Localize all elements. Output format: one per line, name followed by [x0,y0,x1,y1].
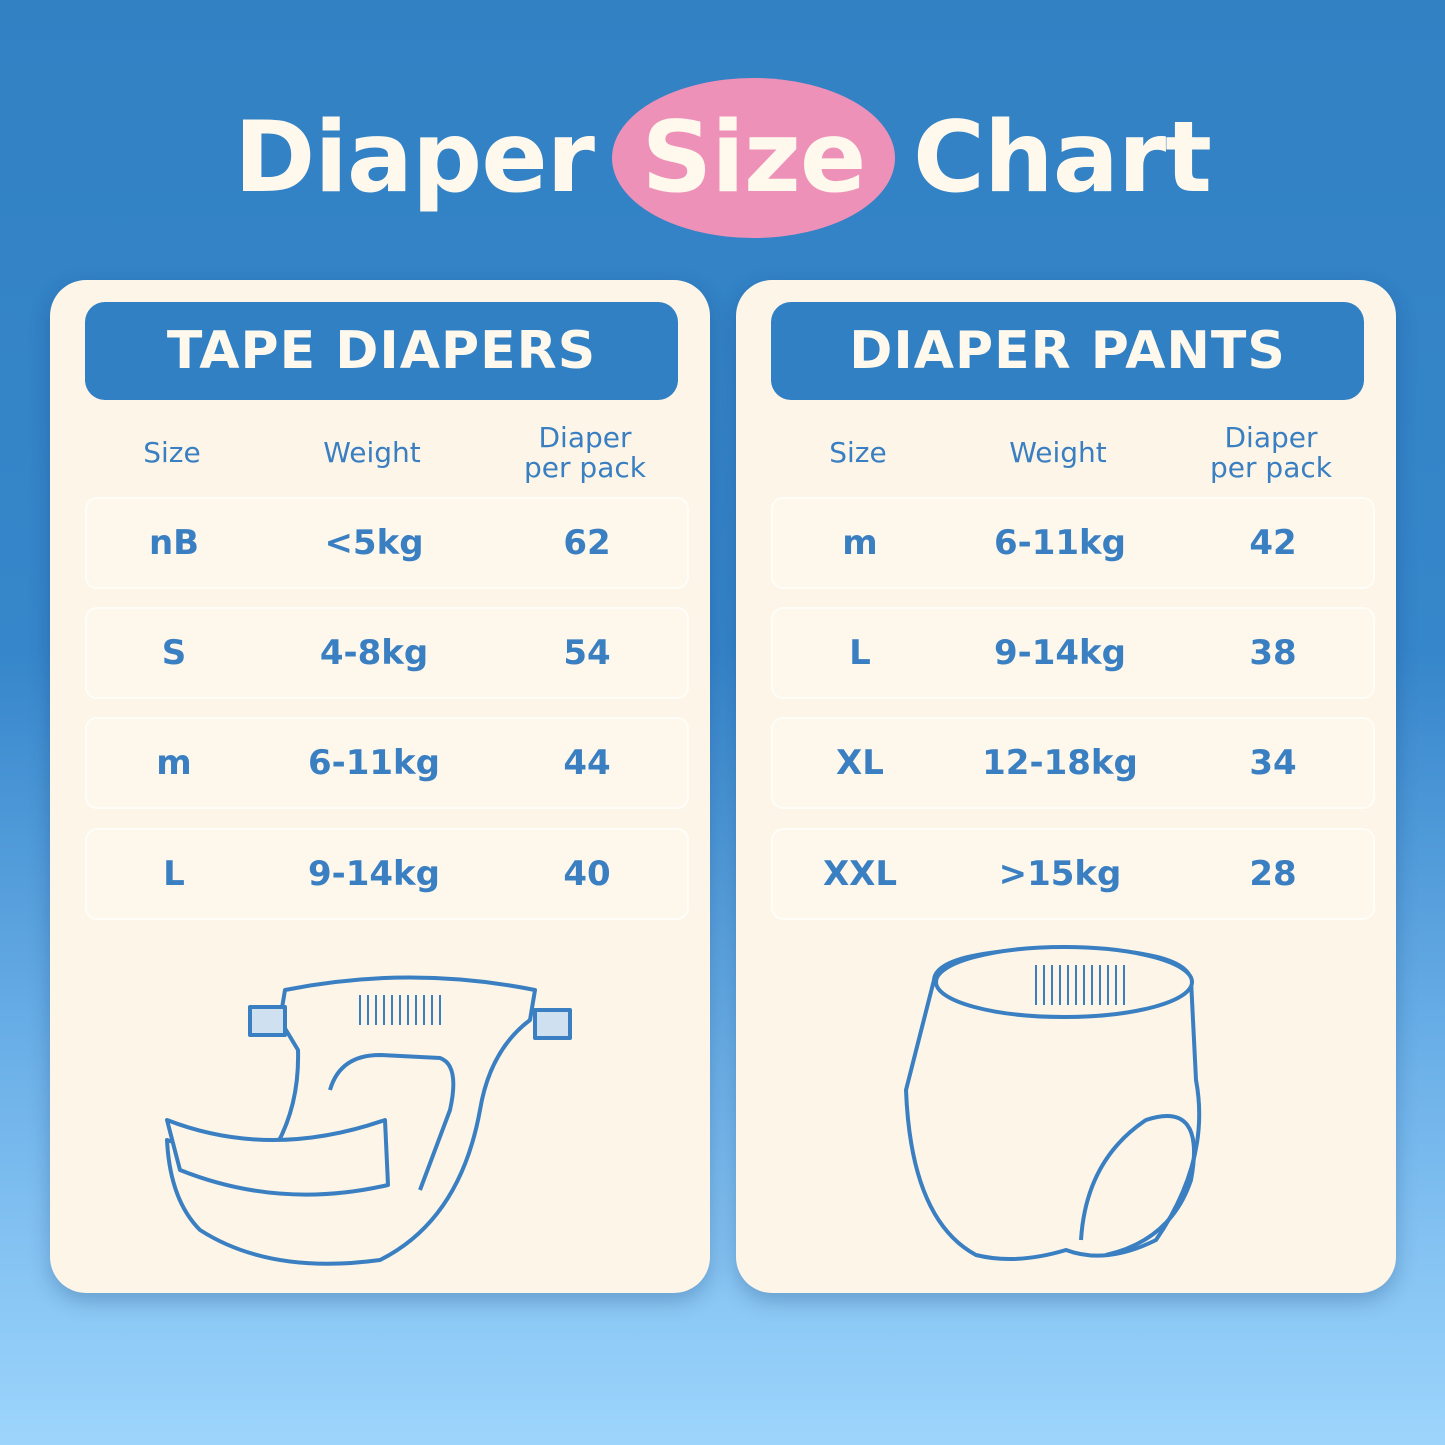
pack-cell: 42 [1249,523,1297,563]
col-pack: Diaper per pack [485,423,685,483]
card-heading: TAPE DIAPERS [85,302,678,400]
weight-cell: 9-14kg [307,854,441,894]
table-row: nB <5kg 62 [85,497,689,589]
col-weight: Weight [323,436,421,469]
size-cell: L [163,854,185,894]
pack-cell: 28 [1249,854,1297,894]
size-cell: L [849,633,871,673]
col-pack: Diaper per pack [1171,423,1371,483]
table-row: XXL >15kg 28 [771,828,1375,920]
size-cell: m [156,743,192,783]
size-cell: XXL [822,854,898,894]
weight-cell: >15kg [998,854,1122,894]
table-row: m 6-11kg 42 [771,497,1375,589]
tape-diapers-card: TAPE DIAPERS Size Weight Diaper per pack … [50,280,710,1293]
column-headers: Size Weight Diaper per pack [85,420,687,490]
weight-cell: 4-8kg [319,633,429,673]
col-pack-line2: per pack [524,451,646,484]
column-headers: Size Weight Diaper per pack [771,420,1373,490]
weight-cell: <5kg [324,523,424,563]
size-cell: nB [148,523,200,563]
pants-diaper-icon [904,945,1202,1261]
page-title: Diaper Size Chart [0,78,1445,238]
weight-cell: 6-11kg [993,523,1127,563]
pack-cell: 34 [1249,743,1297,783]
col-size: Size [829,436,887,469]
col-pack-line1: Diaper [1224,421,1318,454]
col-weight: Weight [1009,436,1107,469]
weight-cell: 6-11kg [307,743,441,783]
pack-cell: 54 [563,633,611,673]
size-cell: S [161,633,187,673]
weight-cell: 12-18kg [982,743,1138,783]
tape-diaper-icon [165,975,572,1266]
title-highlight: Size [612,78,896,238]
pack-cell: 40 [563,854,611,894]
pack-cell: 44 [563,743,611,783]
table-row: L 9-14kg 40 [85,828,689,920]
card-heading: DIAPER PANTS [771,302,1364,400]
title-part1: Diaper [233,101,595,215]
table-row: S 4-8kg 54 [85,607,689,699]
col-pack-line2: per pack [1210,451,1332,484]
table-row: m 6-11kg 44 [85,717,689,809]
pack-cell: 38 [1249,633,1297,673]
table-row: XL 12-18kg 34 [771,717,1375,809]
weight-cell: 9-14kg [993,633,1127,673]
table-row: L 9-14kg 38 [771,607,1375,699]
size-cell: m [842,523,878,563]
pack-cell: 62 [563,523,611,563]
title-highlight-text: Size [641,101,867,215]
diaper-pants-card: DIAPER PANTS Size Weight Diaper per pack … [736,280,1396,1293]
col-size: Size [143,436,201,469]
title-part2: Chart [913,101,1212,215]
size-cell: XL [836,743,884,783]
col-pack-line1: Diaper [538,421,632,454]
